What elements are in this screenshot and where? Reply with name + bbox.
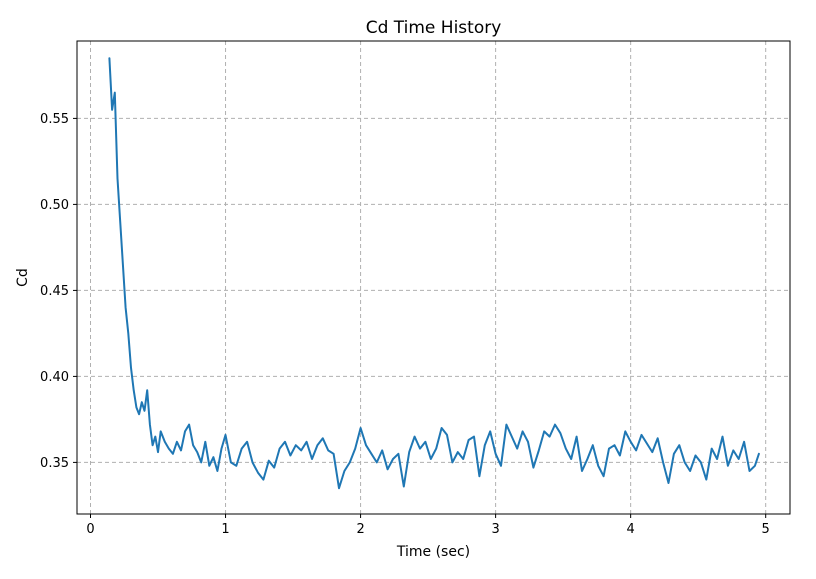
y-tick-label: 0.35 [40,456,69,471]
x-axis-label: Time (sec) [396,544,470,560]
y-tick-label: 0.40 [40,370,69,385]
chart-title: Cd Time History [366,18,502,38]
x-tick-label: 3 [491,522,499,537]
x-tick-label: 2 [356,522,364,537]
x-tick-label: 0 [86,522,94,537]
y-tick-label: 0.45 [40,284,69,299]
cd-series-line [108,57,760,490]
x-tick-label: 4 [627,522,635,537]
y-axis-label: Cd [15,268,31,287]
x-tick-label: 1 [221,522,229,537]
y-tick-label: 0.55 [40,112,69,127]
tick-layer: 0 1 2 3 4 5 0.35 0.40 0.45 0.50 0.55 [40,112,770,537]
y-tick-label: 0.50 [40,198,69,213]
grid-layer [77,41,790,514]
series-layer [108,57,760,490]
plot-frame [76,40,791,515]
x-tick-label: 5 [762,522,770,537]
